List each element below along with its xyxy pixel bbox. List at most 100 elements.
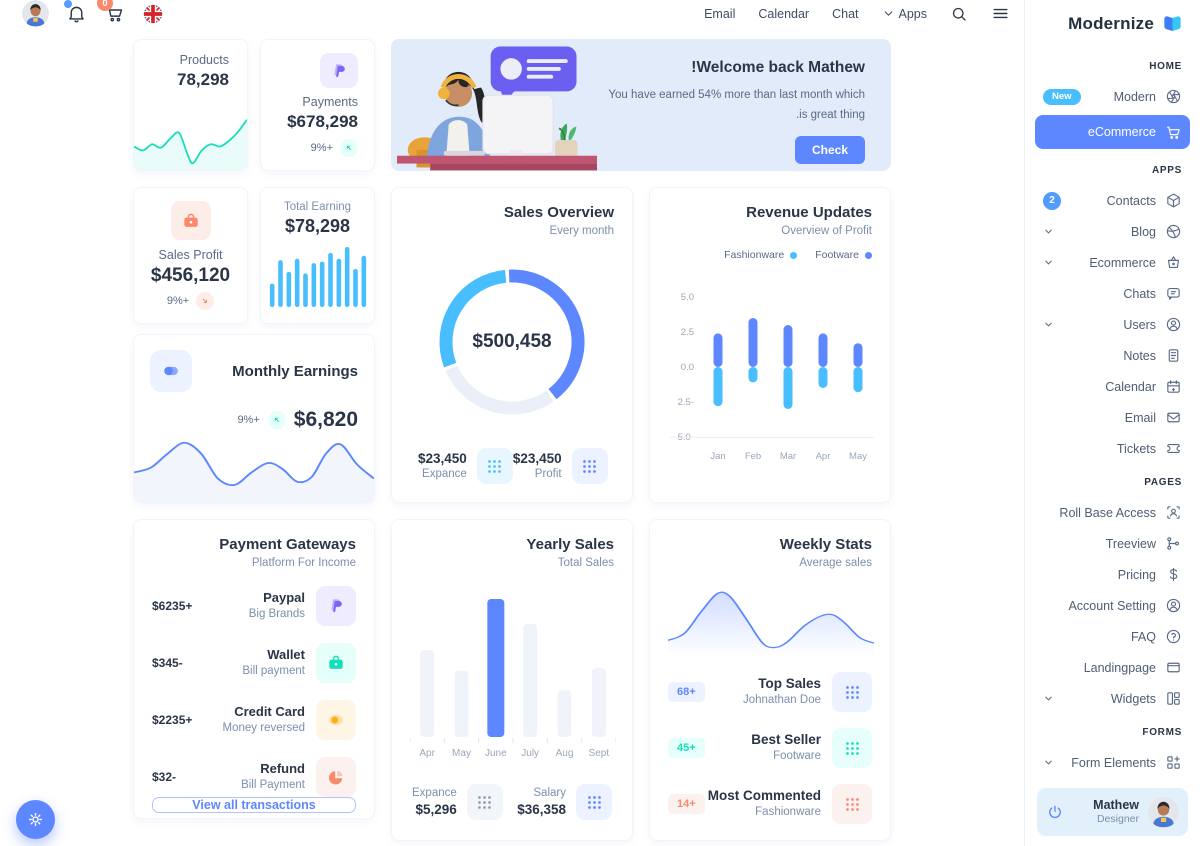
sidebar-item-email[interactable]: Email (1035, 402, 1190, 433)
topbar-nav: Email Calendar Chat Apps (704, 4, 1010, 23)
sidebar-item-pricing[interactable]: Pricing (1035, 559, 1190, 590)
grid-dots-icon[interactable] (576, 784, 612, 820)
package-icon (1165, 192, 1182, 209)
sidebar-item-widgets[interactable]: Widgets (1035, 683, 1190, 714)
trend-up-icon (340, 139, 358, 157)
basket-icon (1165, 254, 1182, 271)
svg-text:2.5-: 2.5- (678, 397, 694, 408)
sidebar-item-blog[interactable]: Blog (1035, 216, 1190, 247)
monthly-earnings-card: Monthly Earnings 9%+ $6,820 (133, 334, 375, 503)
view-all-transactions-button[interactable]: View all transactions (152, 797, 356, 813)
sidebar-item-notes[interactable]: Notes (1035, 340, 1190, 371)
sidebar-item-tickets[interactable]: Tickets (1035, 433, 1190, 464)
logo-text: Modernize (1068, 14, 1154, 33)
weekly-stats-subtitle: Average sales (799, 557, 872, 569)
sidebar-item-chats[interactable]: Chats (1035, 278, 1190, 309)
nav-email[interactable]: Email (704, 6, 736, 21)
grid-dots-icon[interactable] (832, 728, 872, 768)
nav-chat[interactable]: Chat (832, 6, 859, 21)
weekly-stats-card: Weekly Stats Average sales 68+ Top Sales… (649, 519, 891, 841)
svg-text:Aug: Aug (556, 748, 574, 759)
legend-dot-footware (865, 251, 872, 259)
payments-delta: 9%+ (310, 142, 333, 154)
aperture-icon (1165, 88, 1182, 105)
total-earning-card: Total Earning $78,298 (260, 187, 375, 324)
briefcase-icon (170, 201, 211, 240)
user-avatar[interactable] (22, 0, 49, 27)
nav-apps[interactable]: Apps (882, 7, 927, 21)
svg-text:May: May (452, 748, 471, 759)
trend-down-icon (196, 292, 215, 310)
section-home: HOME (1149, 61, 1182, 72)
sidebar-profile-card[interactable]: Mathew Designer (1037, 788, 1188, 836)
language-flag-icon[interactable] (142, 3, 164, 25)
search-icon[interactable] (950, 5, 968, 23)
svg-text:Mar: Mar (780, 451, 796, 462)
payment-gateways-subtitle: Platform For Income (251, 557, 356, 569)
sales-profit-delta: 9%+ (166, 295, 190, 307)
sidebar-item-form-elements[interactable]: Form Elements (1035, 747, 1190, 778)
grid-dots-icon[interactable] (571, 448, 608, 484)
grid-dots-icon[interactable] (832, 784, 872, 824)
yearly-sales-title: Yearly Sales (526, 536, 614, 553)
weekly-stats-title: Weekly Stats (779, 536, 872, 553)
sidebar-item-ecommerce-home[interactable]: eCommerce (1035, 115, 1190, 149)
dashboard-content: Products 78,298 Payments $678,298 9%+ (133, 39, 891, 846)
sidebar-item-landingpage[interactable]: Landingpage (1035, 652, 1190, 683)
sidebar-item-users[interactable]: Users (1035, 309, 1190, 340)
sales-overview-donut-chart (439, 269, 585, 415)
profit-stat: $23,450 Profit (513, 448, 608, 484)
payments-label: Payments (302, 95, 358, 109)
products-value: 78,298 (177, 70, 229, 89)
welcome-banner: !Welcome back Mathew You have earned 54%… (391, 39, 891, 171)
settings-fab[interactable] (16, 800, 55, 839)
weekly-stats-chart (668, 591, 874, 656)
chevron-down-icon (1043, 693, 1054, 704)
credit-card-icon (316, 700, 356, 740)
svg-text:Jan: Jan (710, 451, 725, 462)
revenue-updates-chart: 5.02.50.02.5-5.0-Jan Feb Mar Apr May (670, 292, 874, 462)
section-forms: FORMS (1142, 727, 1182, 738)
cart-badge: 0 (97, 0, 113, 11)
svg-text:June: June (485, 748, 507, 759)
sidebar-item-account-setting[interactable]: Account Setting (1035, 590, 1190, 621)
weekly-stat-row: 68+ Top Sales Johnathan Doe (668, 672, 872, 712)
wallet-icon (316, 643, 356, 683)
nav-calendar[interactable]: Calendar (758, 6, 810, 21)
logout-power-icon[interactable] (1046, 803, 1064, 821)
sidebar-item-modern[interactable]: New Modern (1035, 81, 1190, 112)
payment-row: $32- Refund Bill Payment (152, 757, 356, 797)
welcome-title: !Welcome back Mathew (691, 59, 865, 76)
sales-overview-title: Sales Overview (503, 204, 614, 221)
calendar-icon (1165, 378, 1182, 395)
sidebar-item-roll-base-access[interactable]: Roll Base Access (1035, 497, 1190, 528)
menu-icon[interactable] (991, 4, 1010, 23)
sidebar-item-ecommerce-app[interactable]: Ecommerce (1035, 247, 1190, 278)
main-column: 0 Email Calendar Chat Apps (0, 0, 1024, 846)
sidebar-item-contacts[interactable]: 2 Contacts (1035, 185, 1190, 216)
sidebar-item-calendar[interactable]: Calendar (1035, 371, 1190, 402)
grid-dots-icon[interactable] (476, 448, 513, 484)
logo[interactable]: Modernize (1025, 0, 1200, 48)
trend-up-icon (267, 411, 286, 429)
notifications-bell-icon[interactable] (64, 0, 87, 24)
svg-text:0.0: 0.0 (681, 362, 694, 373)
revenue-updates-subtitle: Overview of Profit (781, 225, 872, 237)
paypal-icon (320, 53, 358, 88)
sales-overview-card: Sales Overview Every month $500,458 $23,… (391, 187, 633, 503)
help-icon (1165, 628, 1182, 645)
svg-text:5.0: 5.0 (681, 292, 694, 303)
monthly-earnings-value: $6,820 (293, 408, 358, 431)
svg-text:Apr: Apr (816, 451, 831, 462)
grid-dots-icon[interactable] (832, 672, 872, 712)
count-badge: 2 (1043, 191, 1061, 210)
sidebar-item-treeview[interactable]: Treeview (1035, 528, 1190, 559)
top-bar: 0 Email Calendar Chat Apps (0, 0, 1024, 27)
total-earning-label: Total Earning (283, 201, 352, 213)
grid-dots-icon[interactable] (466, 784, 503, 820)
sidebar-item-faq[interactable]: FAQ (1035, 621, 1190, 652)
check-button[interactable]: Check (794, 136, 865, 165)
revenue-updates-card: Revenue Updates Overview of Profit Fashi… (649, 187, 891, 503)
cart-icon[interactable]: 0 (97, 0, 125, 24)
products-label: Products (179, 53, 229, 67)
